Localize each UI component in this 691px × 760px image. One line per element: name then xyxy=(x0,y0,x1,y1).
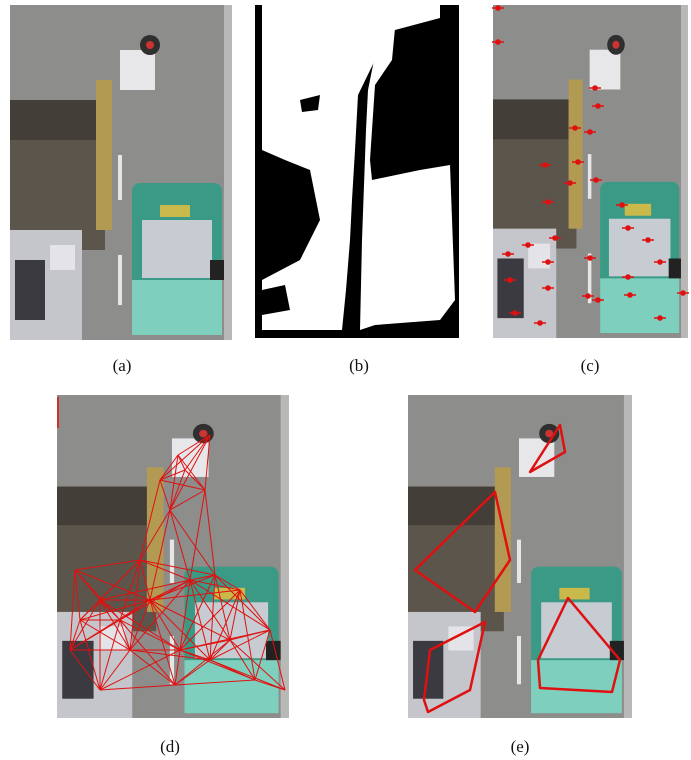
caption: (d) xyxy=(160,737,180,756)
caption: (e) xyxy=(511,737,530,756)
point xyxy=(545,199,551,205)
point xyxy=(585,293,591,299)
caption: (a) xyxy=(113,356,132,375)
point xyxy=(507,277,513,283)
point xyxy=(545,259,551,265)
point xyxy=(575,159,581,165)
point xyxy=(537,320,543,326)
point xyxy=(595,103,601,109)
caption: (c) xyxy=(581,356,600,375)
point xyxy=(545,285,551,291)
point xyxy=(572,125,578,131)
image-e xyxy=(408,395,632,718)
point xyxy=(593,177,599,183)
image-a xyxy=(10,5,232,340)
caption: (b) xyxy=(349,356,369,375)
point xyxy=(592,85,598,91)
point xyxy=(625,274,631,280)
image-d xyxy=(57,395,289,718)
point xyxy=(552,235,558,241)
point xyxy=(542,162,548,168)
point xyxy=(645,237,651,243)
figure: (a) (b) (c) (d) (e) xyxy=(0,0,691,760)
point xyxy=(587,255,593,261)
point xyxy=(657,315,663,321)
point xyxy=(627,292,633,298)
point xyxy=(595,297,601,303)
point xyxy=(505,251,511,257)
point xyxy=(625,225,631,231)
page-body: {"figure": {"captions": ["(a)", "(b)", "… xyxy=(0,0,691,760)
point xyxy=(619,202,625,208)
point xyxy=(495,5,501,11)
image-c xyxy=(493,5,688,338)
point xyxy=(587,129,593,135)
point xyxy=(495,39,501,45)
image-b xyxy=(255,5,463,338)
point xyxy=(567,180,573,186)
point xyxy=(512,310,518,316)
page: html, body { margin: 0; padding: 0; back… xyxy=(0,0,691,760)
point xyxy=(525,242,531,248)
point xyxy=(680,290,686,296)
point xyxy=(657,259,663,265)
